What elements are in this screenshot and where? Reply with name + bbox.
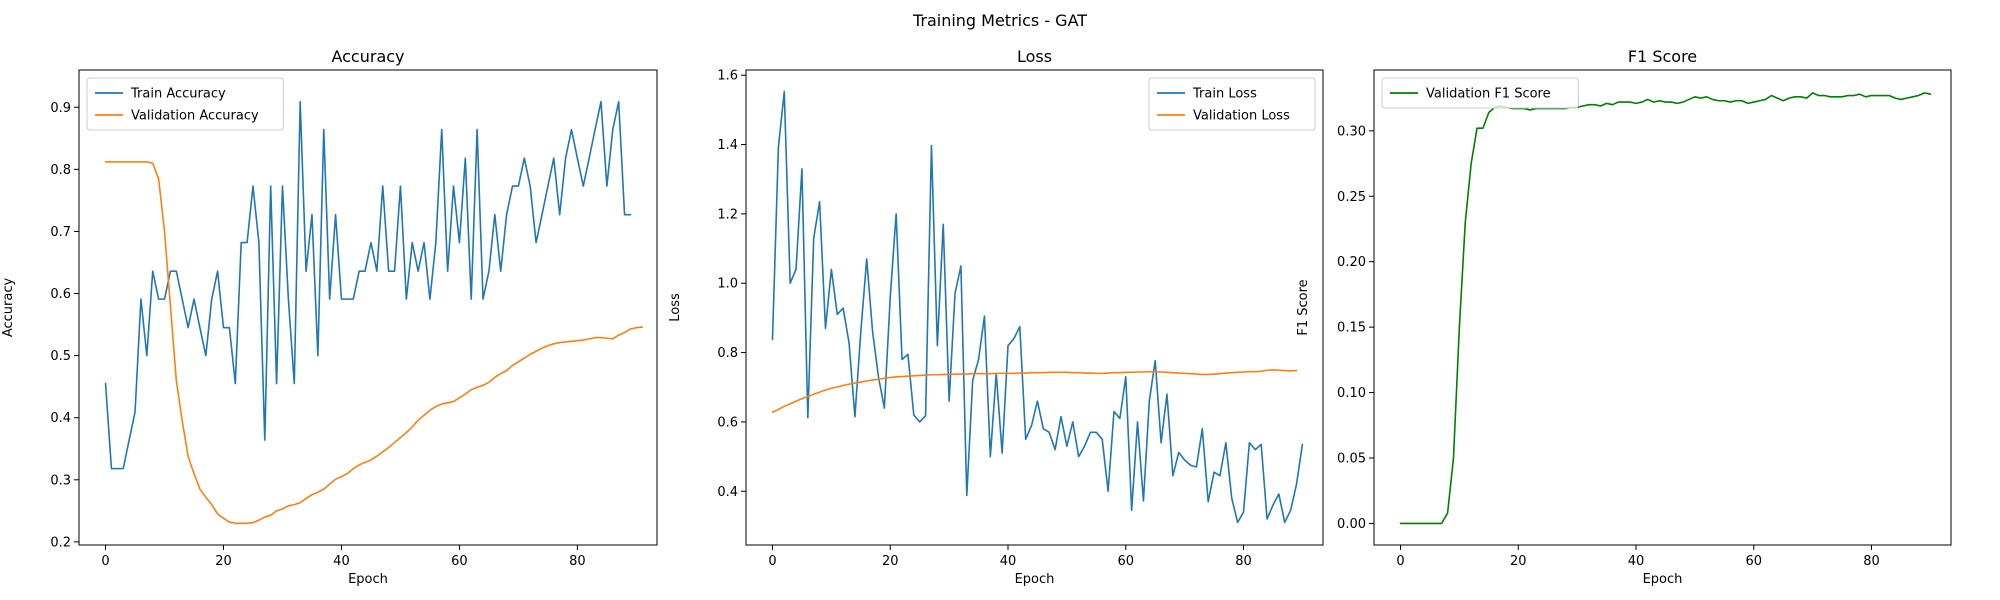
f1-score-legend-box [1381,77,1579,109]
f1-score-ytick-label: 0.20 [1337,255,1366,270]
loss-xlabel: Epoch [1015,572,1055,587]
validation-f1-score-legend-label: Validation F1 Score [1426,87,1551,102]
accuracy-xtick-label: 40 [333,554,350,569]
accuracy-legend: Train Accuracy Validation Accuracy [86,77,284,131]
f1-score-xlabel: Epoch [1643,572,1683,587]
figure-suptitle: Training Metrics - GAT [912,11,1087,30]
f1-score-xtick-label: 0 [1396,554,1404,569]
accuracy-legend-box [86,77,284,131]
loss-ytick-label: 1.0 [717,277,738,292]
accuracy-ytick-label: 0.9 [50,101,71,116]
f1-score-xtick-label: 40 [1628,554,1645,569]
accuracy-chart: Accuracy Epoch Accuracy 0 20 40 60 80 0.2 0.3 0.4 0… [1,47,658,587]
accuracy-ytick-label: 0.3 [50,473,71,488]
accuracy-xtick-label: 0 [101,554,109,569]
validation-loss-legend-label: Validation Loss [1193,109,1290,124]
loss-ytick-label: 1.6 [717,69,738,84]
loss-title: Loss [1017,47,1052,66]
validation-accuracy-legend-label: Validation Accuracy [131,109,259,124]
f1-score-xtick-label: 60 [1745,554,1762,569]
accuracy-axes-frame [78,69,658,546]
f1-score-ytick-label: 0.30 [1337,124,1366,139]
accuracy-ytick-label: 0.5 [50,349,71,364]
accuracy-xtick-label: 80 [569,554,586,569]
loss-xtick-label: 20 [882,554,899,569]
loss-legend: Train Loss Validation Loss [1148,77,1316,131]
f1-score-axes-frame [1373,69,1952,546]
loss-ytick-label: 0.4 [717,485,738,500]
accuracy-ytick-label: 0.2 [50,535,71,550]
f1-score-chart: F1 Score Epoch F1 Score 0 20 40 60 80 0.00 0.05 0.… [1296,47,1952,587]
accuracy-ylabel: Accuracy [1,278,16,338]
accuracy-title: Accuracy [331,47,404,66]
f1-score-ytick-label: 0.10 [1337,386,1366,401]
f1-score-title: F1 Score [1628,47,1697,66]
train-loss-line [771,90,1304,524]
f1-score-ytick-label: 0.00 [1337,517,1366,532]
accuracy-ytick-label: 0.7 [50,225,71,240]
f1-score-xtick-label: 20 [1510,554,1527,569]
loss-xtick-label: 80 [1235,554,1252,569]
f1-score-xtick-label: 80 [1863,554,1880,569]
loss-chart: Loss Epoch Loss 0 20 40 60 80 0.4 0.6 0.8 1.0 1.2 1.4… [668,47,1324,587]
accuracy-ytick-label: 0.8 [50,163,71,178]
f1-score-legend: Validation F1 Score [1381,77,1579,109]
loss-ytick-label: 1.4 [717,138,738,153]
accuracy-ytick-label: 0.6 [50,287,71,302]
f1-score-ylabel: F1 Score [1296,279,1311,335]
accuracy-xtick-label: 60 [451,554,468,569]
loss-ytick-label: 0.8 [717,346,738,361]
f1-score-ytick-label: 0.05 [1337,451,1366,466]
f1-score-ytick-label: 0.15 [1337,321,1366,336]
loss-xtick-label: 60 [1117,554,1134,569]
validation-f1-score-line [1399,92,1932,525]
loss-ytick-label: 0.6 [717,415,738,430]
validation-loss-line [771,369,1298,414]
train-accuracy-legend-label: Train Accuracy [130,87,226,102]
loss-ylabel: Loss [668,293,683,322]
loss-xtick-label: 40 [1000,554,1017,569]
train-loss-legend-label: Train Loss [1192,87,1257,102]
charts-container: Accuracy Epoch Accuracy 0 20 40 60 80 0.2 0.3 0.4 0… [1,47,1952,587]
accuracy-ytick-label: 0.4 [50,411,71,426]
loss-axes-frame [745,69,1324,546]
loss-xtick-label: 0 [768,554,776,569]
accuracy-xlabel: Epoch [348,572,388,587]
loss-legend-box [1148,77,1316,131]
validation-accuracy-line [104,161,644,525]
accuracy-xtick-label: 20 [215,554,232,569]
train-accuracy-line [104,100,632,470]
f1-score-ytick-label: 0.25 [1337,190,1366,205]
loss-ytick-label: 1.2 [717,207,738,222]
